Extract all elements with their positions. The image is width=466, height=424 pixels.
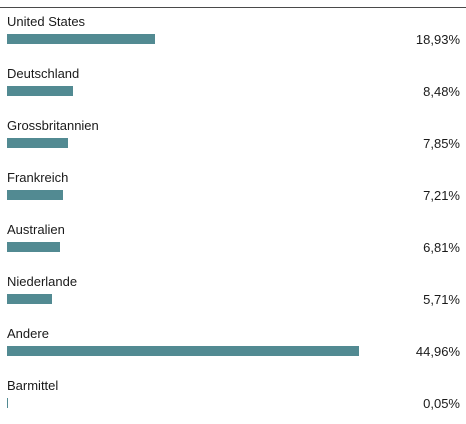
bar-row: Frankreich 7,21% (0, 164, 466, 216)
category-label: Andere (7, 326, 49, 341)
bar (7, 86, 74, 96)
bar (7, 294, 52, 304)
value-label: 6,81% (423, 240, 460, 255)
bar (7, 190, 64, 200)
value-label: 0,05% (423, 396, 460, 411)
bar-row: Niederlande 5,71% (0, 268, 466, 320)
bar-row: Andere 44,96% (0, 320, 466, 372)
bar (7, 138, 69, 148)
value-label: 44,96% (415, 344, 460, 359)
value-label: 7,21% (423, 188, 460, 203)
bar (7, 34, 156, 44)
category-label: Grossbritannien (7, 118, 99, 133)
category-label: Niederlande (7, 274, 78, 289)
value-label: 18,93% (415, 32, 460, 47)
bar (7, 242, 61, 252)
bar-row: Barmittel 0,05% (0, 372, 466, 424)
top-divider (0, 7, 466, 8)
bar-row: United States 18,93% (0, 8, 466, 60)
category-label: United States (7, 14, 86, 29)
value-label: 7,85% (423, 136, 460, 151)
value-label: 5,71% (423, 292, 460, 307)
bar (7, 346, 359, 356)
category-label: Frankreich (7, 170, 69, 185)
category-label: Barmittel (7, 378, 59, 393)
country-allocation-chart: United States 18,93% Deutschland 8,48% Gross… (0, 8, 466, 424)
bar (7, 398, 8, 408)
bar-row: Australien 6,81% (0, 216, 466, 268)
bar-row: Grossbritannien 7,85% (0, 112, 466, 164)
category-label: Australien (7, 222, 65, 237)
value-label: 8,48% (423, 84, 460, 99)
bar-row: Deutschland 8,48% (0, 60, 466, 112)
category-label: Deutschland (7, 66, 80, 81)
